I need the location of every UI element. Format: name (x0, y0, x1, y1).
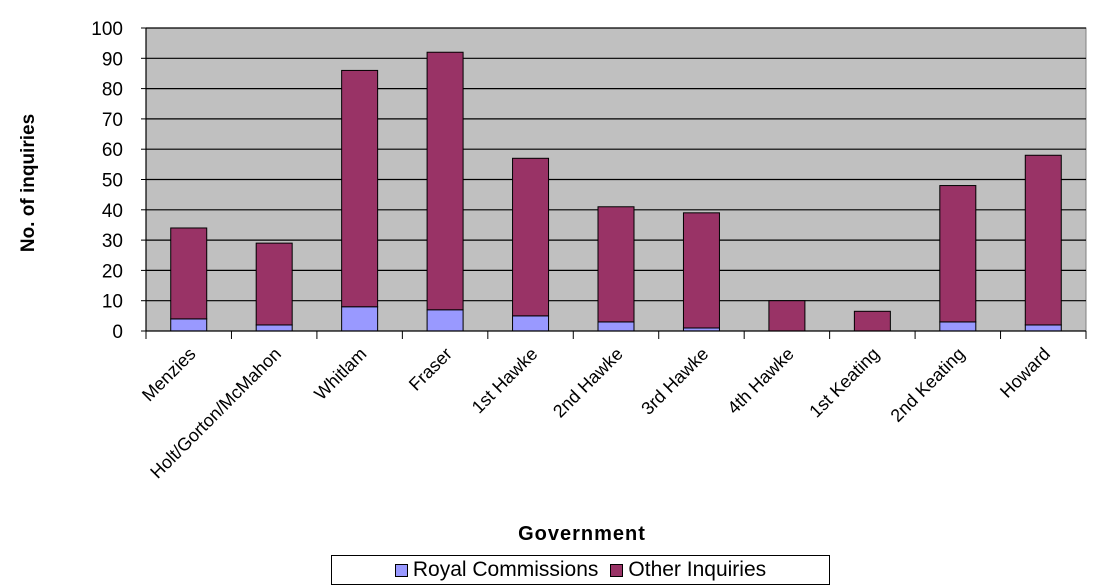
bar-other-inquiries (426, 51, 464, 311)
y-tick-label: 10 (102, 292, 123, 313)
bar-other-inquiries (1024, 154, 1062, 326)
x-tick-label: 4th Hawke (723, 344, 797, 418)
bar-other-inquiries (170, 227, 208, 320)
legend-label-other-inquiries: Other Inquiries (628, 558, 767, 581)
x-tick-label: 3rd Hawke (637, 344, 712, 419)
x-tick-label: 2nd Hawke (549, 344, 627, 422)
legend-item-royal-commissions: Royal Commissions (394, 558, 599, 582)
legend-swatch-other-inquiries (610, 563, 624, 577)
bar-other-inquiries (939, 185, 977, 323)
axes (141, 27, 1087, 339)
x-tick-label: Fraser (405, 344, 456, 395)
legend-swatch-royal-commissions (394, 563, 408, 577)
x-tick-label: Menzies (138, 344, 200, 406)
bar-royal-commissions (597, 321, 635, 332)
bar-royal-commissions (255, 324, 293, 332)
x-tick-label: 2nd Keating (887, 344, 969, 426)
x-tick-label: 1st Hawke (468, 344, 542, 418)
bar-other-inquiries (597, 206, 635, 323)
bar-other-inquiries (682, 212, 720, 329)
bar-other-inquiries (853, 310, 891, 332)
bar-royal-commissions (512, 315, 550, 332)
bar-royal-commissions (426, 309, 464, 332)
y-tick-label: 90 (102, 49, 123, 70)
bar-royal-commissions (170, 318, 208, 332)
legend-item-other-inquiries: Other Inquiries (610, 558, 766, 582)
bar-other-inquiries (512, 157, 550, 317)
y-tick-label: 100 (91, 19, 123, 40)
x-axis-title: Government (518, 523, 646, 545)
x-tick-label: Whitlam (310, 344, 370, 404)
bars (170, 51, 1062, 332)
bar-other-inquiries (768, 300, 806, 332)
y-tick-label: 80 (102, 80, 123, 101)
y-tick-label: 50 (102, 171, 123, 192)
y-tick-label: 0 (112, 322, 123, 343)
y-tick-label: 60 (102, 140, 123, 161)
y-tick-label: 40 (102, 201, 123, 222)
y-axis-title: No. of inquiries (18, 114, 39, 252)
bar-other-inquiries (341, 69, 379, 308)
bar-other-inquiries (255, 242, 293, 326)
legend-label-royal-commissions: Royal Commissions (412, 558, 599, 581)
gridlines (146, 27, 1086, 302)
y-tick-label: 20 (102, 261, 123, 282)
y-tick-label: 30 (102, 231, 123, 252)
bar-royal-commissions (939, 321, 977, 332)
y-tick-labels: 0 10 20 30 40 50 60 70 80 90 100 (91, 19, 123, 343)
y-tick-label: 70 (102, 110, 123, 131)
legend: Royal Commissions Other Inquiries (331, 555, 830, 585)
bar-royal-commissions (1024, 324, 1062, 332)
x-tick-label: Howard (996, 344, 1054, 402)
x-tick-label: 1st Keating (805, 344, 883, 422)
bar-royal-commissions (341, 306, 379, 332)
